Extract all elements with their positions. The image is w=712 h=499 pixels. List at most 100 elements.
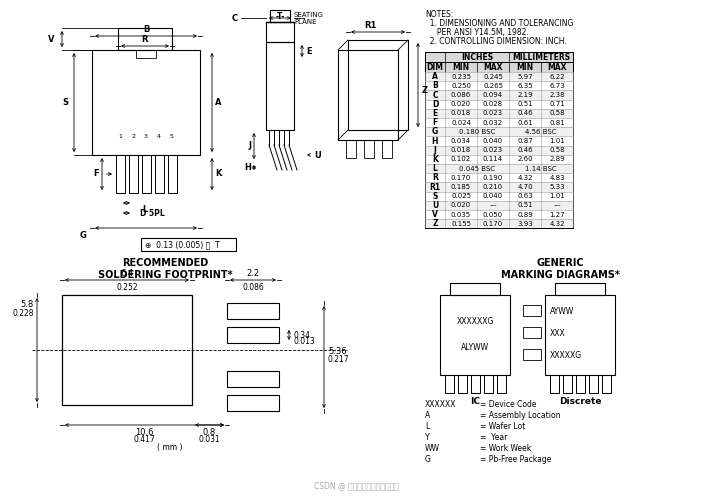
Bar xyxy=(450,283,500,295)
Text: D: D xyxy=(431,100,438,109)
Text: 2: 2 xyxy=(131,135,135,140)
Text: 0.020: 0.020 xyxy=(451,203,471,209)
Text: S: S xyxy=(62,97,68,106)
Text: 4.83: 4.83 xyxy=(549,175,565,181)
Text: 4.32: 4.32 xyxy=(549,221,565,227)
Bar xyxy=(425,155,573,164)
Text: 0.050: 0.050 xyxy=(483,212,503,218)
Text: 4.56 BSC: 4.56 BSC xyxy=(525,129,557,135)
Bar xyxy=(563,375,572,393)
Bar xyxy=(425,90,573,100)
Bar xyxy=(602,375,611,393)
Text: 0.34: 0.34 xyxy=(293,330,310,339)
Text: 0.180 BSC: 0.180 BSC xyxy=(459,129,495,135)
Text: 5.36: 5.36 xyxy=(328,347,347,356)
Bar xyxy=(270,10,290,22)
Text: 0.51: 0.51 xyxy=(517,101,533,107)
Bar xyxy=(266,42,294,130)
Text: NOTES:: NOTES: xyxy=(425,10,454,19)
Text: 0.024: 0.024 xyxy=(451,120,471,126)
Text: 0.250: 0.250 xyxy=(451,83,471,89)
Text: 6.4: 6.4 xyxy=(120,269,134,278)
Bar xyxy=(425,192,573,201)
Text: A: A xyxy=(425,411,430,420)
Text: XXXXXX: XXXXXX xyxy=(425,400,456,409)
Bar xyxy=(425,201,573,210)
Text: AYWW: AYWW xyxy=(550,306,575,315)
Bar xyxy=(425,72,573,81)
Text: 4.70: 4.70 xyxy=(517,184,533,190)
Text: ( mm ): ( mm ) xyxy=(157,443,183,452)
Text: = Device Code: = Device Code xyxy=(480,400,537,409)
Text: 2.2: 2.2 xyxy=(246,269,260,278)
Bar xyxy=(129,155,138,193)
Bar xyxy=(471,375,480,393)
Text: 0.58: 0.58 xyxy=(549,110,565,116)
Text: V: V xyxy=(48,34,54,43)
Text: C: C xyxy=(432,90,438,99)
Text: H: H xyxy=(244,163,251,172)
Text: ---: --- xyxy=(553,203,561,209)
Text: 5: 5 xyxy=(170,135,174,140)
Text: 2. CONTROLLING DIMENSION: INCH.: 2. CONTROLLING DIMENSION: INCH. xyxy=(425,37,567,46)
Text: 0.170: 0.170 xyxy=(451,175,471,181)
Bar xyxy=(425,109,573,118)
Text: 0.417: 0.417 xyxy=(133,435,155,444)
Bar xyxy=(348,40,408,130)
Bar xyxy=(545,295,615,375)
Text: K: K xyxy=(432,155,438,164)
Text: F: F xyxy=(432,118,438,127)
Text: WW: WW xyxy=(425,444,440,453)
Text: = Pb-Free Package: = Pb-Free Package xyxy=(480,455,551,464)
Text: A: A xyxy=(432,72,438,81)
Text: 1.01: 1.01 xyxy=(549,193,565,199)
Text: F: F xyxy=(93,170,99,179)
Text: RECOMMENDED
SOLDERING FOOTPRINT*: RECOMMENDED SOLDERING FOOTPRINT* xyxy=(98,258,232,279)
Text: 0.031: 0.031 xyxy=(198,435,220,444)
Bar xyxy=(425,62,573,72)
Text: MILLIMETERS: MILLIMETERS xyxy=(512,52,570,61)
Bar xyxy=(266,22,294,42)
Text: K: K xyxy=(215,170,221,179)
Text: J: J xyxy=(248,142,251,151)
Text: 0.265: 0.265 xyxy=(483,83,503,89)
Text: 0.020: 0.020 xyxy=(451,101,471,107)
Text: ⊕  0.13 (0.005) Ⓜ  T: ⊕ 0.13 (0.005) Ⓜ T xyxy=(145,241,219,250)
Text: 0.89: 0.89 xyxy=(517,212,533,218)
Bar xyxy=(425,146,573,155)
Bar xyxy=(136,50,156,58)
Text: 0.58: 0.58 xyxy=(549,147,565,153)
Text: 0.102: 0.102 xyxy=(451,156,471,162)
Text: Discrete: Discrete xyxy=(559,397,601,406)
Text: 0.094: 0.094 xyxy=(483,92,503,98)
Text: 6.73: 6.73 xyxy=(549,83,565,89)
Bar xyxy=(425,52,573,62)
Text: 5.33: 5.33 xyxy=(549,184,565,190)
Text: 6.22: 6.22 xyxy=(549,73,565,80)
Text: D 5PL: D 5PL xyxy=(140,209,164,218)
Bar xyxy=(523,327,541,338)
Text: S: S xyxy=(432,192,438,201)
Text: G: G xyxy=(432,127,438,136)
Text: 3: 3 xyxy=(144,135,148,140)
Text: 0.034: 0.034 xyxy=(451,138,471,144)
Text: B: B xyxy=(143,25,150,34)
Text: 0.040: 0.040 xyxy=(483,193,503,199)
Bar xyxy=(425,100,573,109)
Text: 2.89: 2.89 xyxy=(549,156,565,162)
Bar xyxy=(62,295,192,405)
Text: R: R xyxy=(432,173,438,182)
Text: C: C xyxy=(232,13,238,22)
Text: R1: R1 xyxy=(364,21,376,30)
Text: 4.32: 4.32 xyxy=(517,175,533,181)
Bar xyxy=(576,375,585,393)
Bar xyxy=(92,50,200,155)
Bar xyxy=(523,349,541,360)
Text: XXXXXG: XXXXXG xyxy=(550,350,582,359)
Text: E: E xyxy=(432,109,438,118)
Text: =  Year: = Year xyxy=(480,433,508,442)
Text: ---: --- xyxy=(489,203,497,209)
Bar xyxy=(523,305,541,316)
Text: PLANE: PLANE xyxy=(294,19,317,25)
Bar xyxy=(425,183,573,192)
